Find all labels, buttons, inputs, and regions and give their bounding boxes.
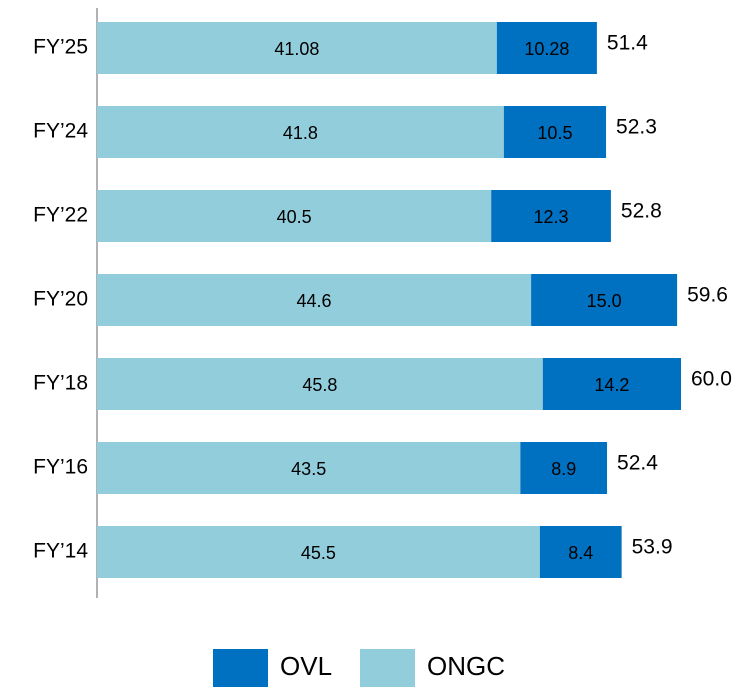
category-label: FY’14 xyxy=(33,540,88,563)
segment-label: 44.6 xyxy=(297,291,332,311)
bar-segment xyxy=(531,274,678,326)
category-label: FY’22 xyxy=(33,204,88,227)
segment-label: 45.5 xyxy=(301,543,336,563)
bar-segment xyxy=(496,22,597,74)
legend-swatch xyxy=(213,649,268,687)
bar-segment xyxy=(97,442,521,494)
category-label: FY’20 xyxy=(33,288,88,311)
total-label: 52.8 xyxy=(621,200,662,223)
category-label: FY’24 xyxy=(33,120,88,143)
segment-label: 8.4 xyxy=(568,543,593,563)
total-label: 51.4 xyxy=(607,32,648,55)
segment-label: 8.9 xyxy=(551,459,576,479)
category-label: FY’25 xyxy=(33,36,88,59)
segment-label: 12.3 xyxy=(534,207,569,227)
segment-label: 15.0 xyxy=(587,291,622,311)
bar-segment xyxy=(97,274,532,326)
total-label: 59.6 xyxy=(687,284,728,307)
bar-segment xyxy=(97,190,492,242)
segment-label: 14.2 xyxy=(594,375,629,395)
legend-label: ONGC xyxy=(427,651,505,681)
segment-label: 41.8 xyxy=(283,123,318,143)
bar-segment xyxy=(503,106,607,158)
total-label: 60.0 xyxy=(691,368,732,391)
segment-label: 10.28 xyxy=(524,39,569,59)
category-label: FY’18 xyxy=(33,372,88,395)
bar-segment xyxy=(491,190,611,242)
bar-segment xyxy=(97,358,543,410)
total-label: 52.3 xyxy=(616,116,657,139)
segment-label: 40.5 xyxy=(277,207,312,227)
bar-segment xyxy=(542,358,681,410)
legend-label: OVL xyxy=(280,651,332,681)
bar-segment xyxy=(539,526,622,578)
total-label: 52.4 xyxy=(617,452,658,475)
segment-label: 10.5 xyxy=(537,123,572,143)
bar-segment xyxy=(97,22,497,74)
category-label: FY’16 xyxy=(33,456,88,479)
legend-swatch xyxy=(360,649,415,687)
bar-segment xyxy=(520,442,608,494)
bar-segment xyxy=(97,106,504,158)
segment-label: 41.08 xyxy=(274,39,319,59)
bar-segment xyxy=(97,526,540,578)
total-label: 53.9 xyxy=(632,536,673,559)
segment-label: 45.8 xyxy=(302,375,337,395)
segment-label: 43.5 xyxy=(291,459,326,479)
